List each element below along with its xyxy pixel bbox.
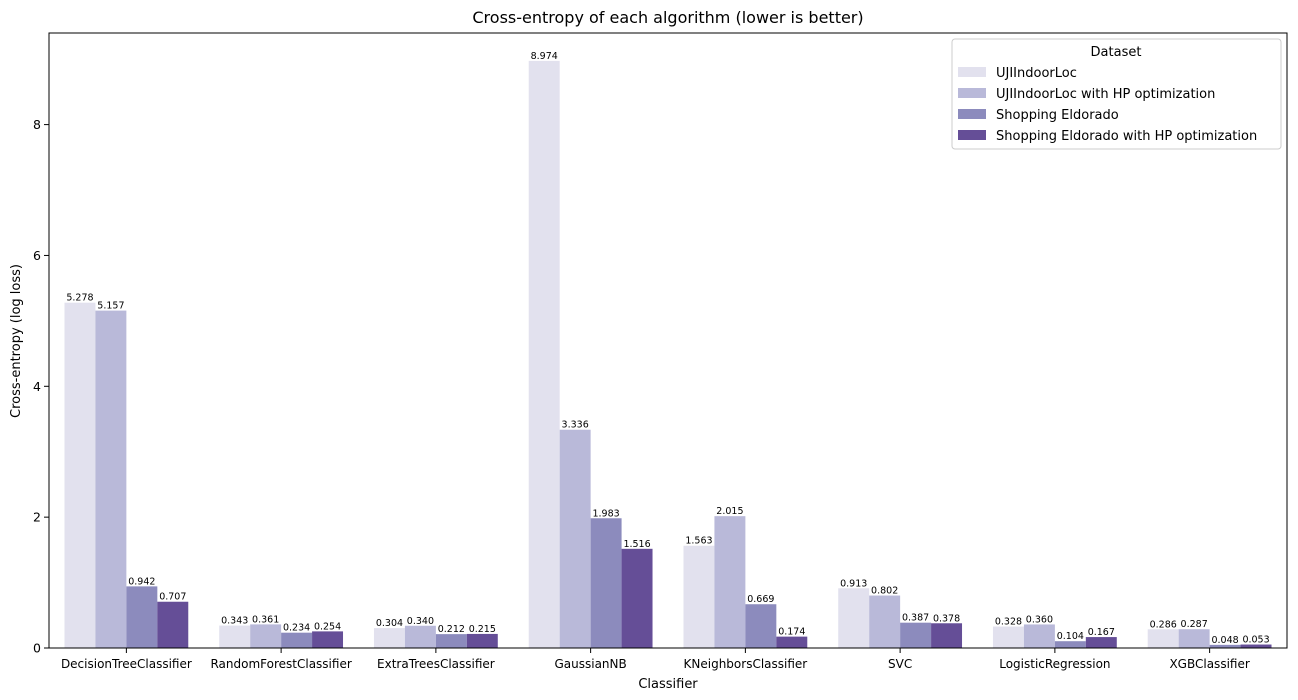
legend-items: UJIIndoorLoc UJIIndoorLoc with HP optimiz… xyxy=(958,66,1257,144)
bar xyxy=(838,588,870,648)
bar xyxy=(281,632,313,648)
legend-label: Shopping Eldorado xyxy=(996,108,1119,123)
bar xyxy=(1085,637,1117,648)
data-label: 0.360 xyxy=(1026,614,1053,625)
bar xyxy=(95,310,127,648)
bar xyxy=(157,601,189,648)
data-label: 1.516 xyxy=(623,539,650,550)
data-label: 1.983 xyxy=(592,508,619,519)
y-tick-label: 0 xyxy=(33,641,41,656)
data-label: 0.212 xyxy=(438,624,465,635)
data-label: 0.340 xyxy=(407,616,434,627)
bar xyxy=(900,622,932,648)
x-tick-label: ExtraTreesClassifier xyxy=(377,657,495,671)
bar xyxy=(745,604,777,648)
bar xyxy=(404,625,436,648)
bar xyxy=(373,628,405,648)
bar xyxy=(250,624,282,648)
data-label: 0.802 xyxy=(871,586,898,597)
y-tick-label: 2 xyxy=(33,510,41,525)
bars-group xyxy=(64,60,1272,649)
x-tick-label: SVC xyxy=(888,657,912,671)
legend-swatch xyxy=(958,130,986,140)
bar xyxy=(1147,629,1179,648)
bar xyxy=(714,516,746,648)
data-label: 0.053 xyxy=(1242,635,1269,646)
data-label: 0.707 xyxy=(159,592,186,603)
x-tick-label: XGBClassifier xyxy=(1169,657,1249,671)
data-label: 2.015 xyxy=(716,506,743,517)
bar xyxy=(1178,629,1210,648)
legend-swatch xyxy=(958,109,986,119)
bar xyxy=(776,636,808,648)
data-label: 0.048 xyxy=(1211,635,1238,646)
data-label: 1.563 xyxy=(685,536,712,547)
data-label: 0.304 xyxy=(376,618,403,629)
data-label: 0.343 xyxy=(221,616,248,627)
bar xyxy=(528,60,560,649)
data-label: 0.669 xyxy=(747,594,774,605)
data-label: 0.378 xyxy=(933,613,960,624)
bar xyxy=(992,626,1024,648)
data-labels-group: 5.278 0.343 0.304 8.974 1.563 0.913 0.328 0.286… xyxy=(66,51,1269,646)
bar xyxy=(435,634,467,648)
plot-frame xyxy=(48,32,1288,649)
data-label: 0.913 xyxy=(840,578,867,589)
legend-swatch xyxy=(958,67,986,77)
data-label: 0.254 xyxy=(314,621,341,632)
legend-box xyxy=(951,38,1282,150)
bar xyxy=(1209,644,1241,648)
x-tick-label: DecisionTreeClassifier xyxy=(61,657,192,671)
legend-swatch xyxy=(958,88,986,98)
x-tick-label: RandomForestClassifier xyxy=(210,657,351,671)
y-tick-label: 8 xyxy=(33,117,41,132)
legend-label: UJIIndoorLoc xyxy=(996,66,1077,81)
chart-title: Cross-entropy of each algorithm (lower i… xyxy=(472,8,863,27)
data-label: 8.974 xyxy=(531,51,558,62)
data-label: 0.286 xyxy=(1150,619,1177,630)
x-axis-label: Classifier xyxy=(638,677,698,692)
data-label: 0.942 xyxy=(128,576,155,587)
bar xyxy=(1054,641,1086,648)
bar xyxy=(621,548,653,648)
bar xyxy=(559,429,591,648)
bar xyxy=(219,625,251,648)
y-tick-label: 6 xyxy=(33,248,41,263)
data-label: 0.174 xyxy=(778,627,805,638)
x-tick-label: GaussianNB xyxy=(554,657,626,671)
bar xyxy=(590,518,622,648)
data-label: 0.234 xyxy=(283,623,310,634)
y-tick-label: 4 xyxy=(33,379,41,394)
data-label: 3.336 xyxy=(562,420,589,431)
bar xyxy=(869,595,901,648)
bar xyxy=(683,545,715,648)
x-tick-label: KNeighborsClassifier xyxy=(684,657,808,671)
data-label: 0.361 xyxy=(252,614,279,625)
bar xyxy=(64,302,96,648)
legend-title: Dataset xyxy=(1091,45,1142,60)
data-label: 0.287 xyxy=(1181,619,1208,630)
data-label: 0.104 xyxy=(1057,631,1084,642)
x-tick-label: LogisticRegression xyxy=(999,657,1110,671)
legend-label: Shopping Eldorado with HP optimization xyxy=(996,129,1257,144)
bar xyxy=(126,586,158,648)
bar xyxy=(931,623,963,648)
data-label: 5.157 xyxy=(97,301,124,312)
data-label: 0.167 xyxy=(1088,627,1115,638)
bar xyxy=(312,631,344,648)
bar xyxy=(466,633,498,648)
bar xyxy=(1240,644,1272,648)
legend: Dataset UJIIndoorLoc UJIIndoorLoc with HP… xyxy=(951,38,1282,150)
data-label: 5.278 xyxy=(66,293,93,304)
data-label: 0.215 xyxy=(469,624,496,635)
x-axis-ticks: DecisionTreeClassifier RandomForestClassi… xyxy=(61,648,1250,671)
data-label: 0.387 xyxy=(902,613,929,624)
data-label: 0.328 xyxy=(995,617,1022,628)
bar xyxy=(1023,624,1055,648)
y-axis-label: Cross-entropy (log loss) xyxy=(9,264,24,418)
legend-label: UJIIndoorLoc with HP optimization xyxy=(996,87,1215,102)
y-axis-ticks: 0 2 4 6 8 xyxy=(33,117,49,656)
